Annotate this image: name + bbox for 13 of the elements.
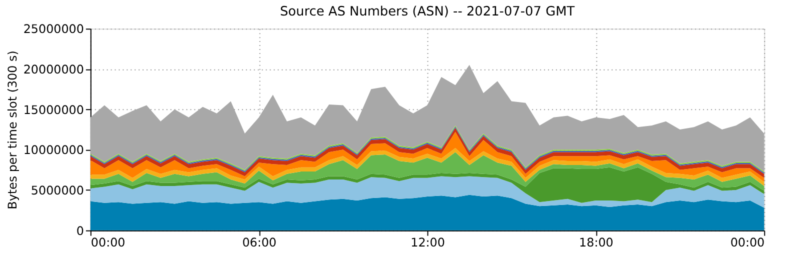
x-tick-label: 12:00 — [410, 236, 445, 250]
y-tick-label: 10000000 — [23, 143, 84, 158]
x-tick-label: 00:00 — [730, 236, 765, 250]
x-tick-label: 00:00 — [90, 236, 126, 250]
y-tick-label: 15000000 — [23, 102, 84, 117]
y-tick-label: 25000000 — [23, 22, 84, 36]
x-tick-label: 06:00 — [242, 236, 277, 250]
y-axis-title: Bytes per time slot (300 s) — [5, 50, 20, 210]
y-tick-label: 5000000 — [30, 183, 84, 198]
x-tick-label: 18:00 — [579, 236, 614, 250]
y-tick-label: 20000000 — [23, 62, 84, 76]
y-tick-label: 0 — [76, 224, 84, 238]
chart-title: Source AS Numbers (ASN) -- 2021-07-07 GMT — [280, 4, 575, 20]
